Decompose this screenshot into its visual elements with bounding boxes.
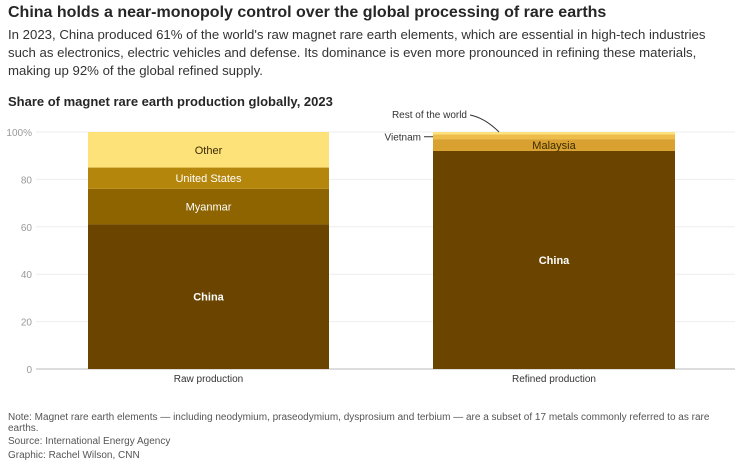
bar-segment-china — [433, 150, 675, 369]
segment-label: Rest of the world — [392, 110, 467, 121]
credit: Graphic: Rachel Wilson, CNN — [8, 450, 140, 461]
segment-label: Malaysia — [532, 140, 576, 152]
bar-segment-other — [88, 132, 329, 168]
chart-title: Share of magnet rare earth production gl… — [8, 94, 333, 109]
y-tick-label: 0 — [26, 365, 32, 376]
y-tick-label: 20 — [21, 318, 33, 329]
bar-segment-united-states — [88, 167, 329, 189]
bar-segment-vietnam — [433, 134, 675, 140]
bar-segment-rest-of-the-world — [433, 132, 675, 135]
segment-label: China — [539, 255, 570, 267]
bar-segment-myanmar — [88, 188, 329, 225]
segment-label: Myanmar — [186, 202, 232, 214]
source: Source: International Energy Agency — [8, 436, 171, 447]
segment-label: United States — [175, 173, 242, 185]
segment-label: Vietnam — [384, 133, 421, 144]
y-tick-label: 80 — [21, 175, 33, 186]
segment-label: Other — [195, 145, 223, 157]
y-tick-label: 40 — [21, 270, 33, 281]
x-tick-label: Raw production — [174, 374, 243, 385]
headline: China holds a near-monopoly control over… — [8, 4, 607, 21]
x-tick-label: Refined production — [512, 374, 596, 385]
y-tick-label: 60 — [21, 223, 33, 234]
y-tick-label: 100% — [6, 128, 32, 139]
note: Note: Magnet rare earth elements — inclu… — [8, 412, 710, 434]
bar-segment-malaysia — [433, 139, 675, 151]
annotation-line — [469, 114, 500, 133]
subtitle: In 2023, China produced 61% of the world… — [8, 27, 706, 78]
segment-label: China — [193, 292, 224, 304]
bar-segment-china — [88, 224, 329, 369]
